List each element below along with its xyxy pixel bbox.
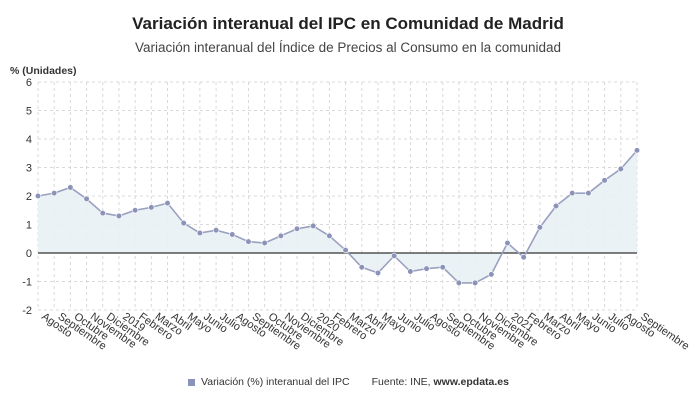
y-tick-label: 3	[26, 163, 32, 175]
data-point	[407, 268, 414, 275]
chart-title: Variación interanual del IPC en Comunida…	[132, 14, 564, 33]
data-point	[536, 224, 543, 231]
y-tick-label: -2	[22, 305, 32, 317]
y-tick-label: -1	[22, 277, 32, 289]
data-point	[310, 222, 317, 230]
data-point	[633, 147, 641, 154]
data-point	[455, 279, 463, 287]
y-tick-label: 5	[26, 106, 32, 118]
data-point	[115, 212, 123, 220]
data-point	[504, 239, 511, 247]
data-point	[569, 190, 576, 197]
y-tick-label: 1	[26, 220, 32, 232]
y-tick-label: 0	[26, 248, 32, 260]
y-tick-label: 4	[26, 134, 32, 146]
data-point	[439, 264, 446, 271]
data-point	[164, 200, 171, 207]
data-point	[472, 279, 479, 287]
legend-series-label: Variación (%) interanual del IPC	[201, 376, 350, 388]
data-point	[423, 265, 430, 272]
data-point	[617, 165, 624, 173]
data-point	[391, 252, 398, 259]
source-prefix: Fuente: INE,	[371, 376, 434, 388]
legend-swatch	[188, 378, 195, 386]
series-area	[38, 150, 637, 283]
data-point	[358, 264, 365, 271]
data-point	[83, 195, 90, 202]
source-note: Fuente: INE, www.epdata.es	[372, 376, 509, 388]
data-point	[277, 232, 284, 239]
y-axis-label: % (Unidades)	[10, 65, 77, 77]
data-point	[552, 202, 560, 210]
data-point	[99, 210, 106, 217]
y-tick-label: 6	[26, 77, 32, 89]
data-point	[148, 204, 155, 211]
data-point	[488, 271, 495, 278]
legend: Variación (%) interanual del IPC Fuente:…	[188, 376, 509, 388]
data-point	[196, 229, 203, 237]
data-point	[51, 190, 58, 197]
y-tick-label: 2	[26, 191, 32, 203]
data-point	[374, 269, 382, 277]
data-point	[326, 232, 333, 239]
data-point	[245, 238, 252, 245]
data-point	[585, 190, 592, 197]
data-point	[132, 207, 139, 214]
data-point	[261, 239, 268, 247]
source-name: www.epdata.es	[433, 376, 509, 388]
data-point	[212, 227, 220, 234]
data-point	[180, 219, 187, 227]
data-point	[293, 225, 301, 232]
data-point	[67, 184, 74, 191]
chart-subtitle: Variación interanual del Índice de Preci…	[134, 40, 561, 55]
data-point	[34, 192, 42, 200]
data-point	[601, 177, 608, 184]
data-point	[229, 231, 236, 238]
data-point	[520, 254, 527, 261]
data-point	[342, 247, 349, 254]
